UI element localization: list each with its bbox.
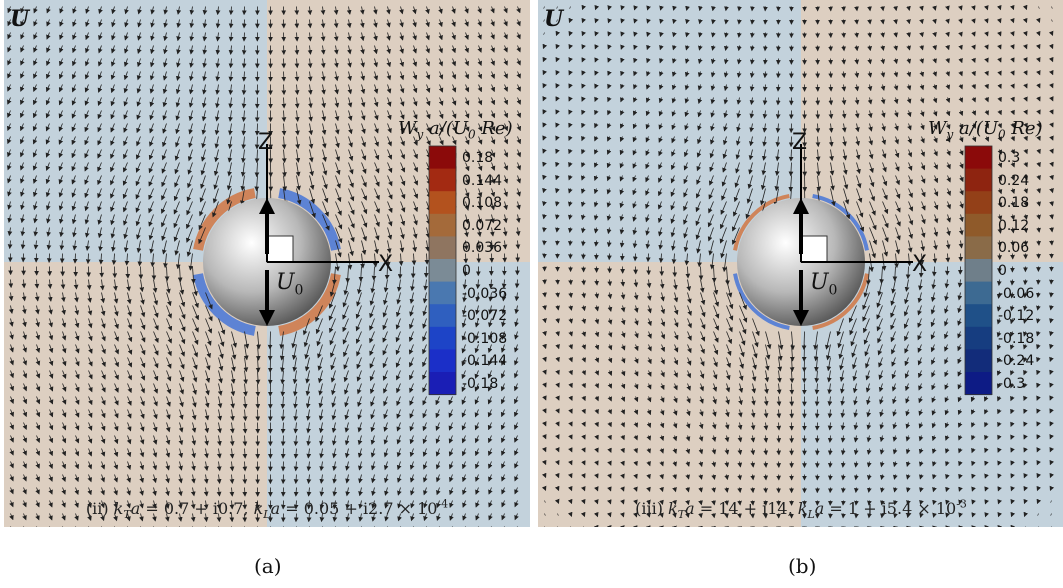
colorbar-tick-label: -0.18 [462, 376, 499, 392]
colorbar-segment [965, 326, 992, 350]
velocity-label-text: U0 [276, 270, 304, 299]
z-axis-label: Z [792, 130, 808, 155]
colorbar-tick-label: -0.24 [998, 353, 1035, 370]
colorbar-title: Wy a/(U0 Re) [398, 118, 513, 142]
colorbar-title-text: Wy a/(U0 Re) [928, 118, 1043, 142]
colorbar-segment [429, 304, 456, 328]
colorbar-tick-label: 0.06 [998, 240, 1030, 257]
colorbar-tick-label: -0.036 [462, 285, 508, 302]
colorbar-segment [965, 281, 992, 305]
colorbar [428, 145, 457, 396]
colorbar-segment [965, 191, 992, 215]
vector-field-label: U [10, 6, 30, 32]
colorbar-tick-label: 0.072 [462, 217, 503, 234]
colorbar-tick-label: 0.18 [462, 150, 494, 166]
colorbar-tick-label: -0.18 [998, 330, 1035, 347]
velocity-label-text: U0 [810, 270, 838, 299]
colorbar-segment [429, 281, 456, 305]
colorbar-tick-label: -0.06 [998, 285, 1035, 302]
inset-square [266, 235, 294, 263]
parameter-caption: (iii) kTa = 14 + i14, kLa = 1 + i5.4 × 1… [538, 497, 1063, 521]
figure-panel-b: U Wy a/(U0 Re) 0.3 0.24 0.18 0.12 0.06 0 -0.06… [538, 0, 1063, 527]
x-axis-label: X [378, 252, 394, 277]
colorbar-tick-label: 0.18 [998, 195, 1030, 212]
colorbar-tick-label: 0.24 [998, 172, 1030, 189]
figure-panel-a: U Wy a/(U0 Re) 0.18 0.144 0.108 0.072 0.036 0… [4, 0, 530, 527]
colorbar-segment [965, 146, 992, 170]
colorbar-segment [429, 372, 456, 396]
velocity-vectors [7, 6, 522, 527]
colorbar-tick-label: 0.108 [462, 195, 503, 212]
colorbar-segment [965, 349, 992, 373]
colorbar-tick-label: 0.036 [462, 240, 503, 257]
colorbar-segment [965, 372, 992, 396]
colorbar-title-text: Wy a/(U0 Re) [398, 118, 513, 142]
parameter-caption-text: (iii) kTa = 14 + i14, kLa = 1 + i5.4 × 1… [635, 497, 967, 521]
z-axis-label: Z [258, 130, 274, 155]
colorbar-tick-label: 0 [462, 263, 471, 279]
colorbar-tick-label: -0.108 [462, 330, 508, 347]
colorbar-tick-label: 0.12 [998, 217, 1030, 234]
inset-square [800, 235, 828, 263]
flow-field-plot-b [538, 0, 1063, 527]
colorbar-segment [429, 236, 456, 260]
colorbar-segment [429, 326, 456, 350]
colorbar-title: Wy a/(U0 Re) [928, 118, 1043, 142]
colorbar-segment [429, 191, 456, 215]
parameter-caption-text: (ii) kTa = 0.7 + i0.7, kLa = 0.05 + i2.7… [85, 497, 449, 521]
subfigure-label-b: (b) [788, 554, 817, 578]
velocity-label: U0 [810, 270, 837, 298]
colorbar-tick-label: -0.144 [462, 353, 508, 370]
parameter-caption: (ii) kTa = 0.7 + i0.7, kLa = 0.05 + i2.7… [4, 497, 530, 521]
colorbar-tick-label: 0.3 [998, 150, 1021, 166]
colorbar-segment [429, 213, 456, 237]
vector-field-label: U [544, 6, 564, 32]
colorbar-segment [965, 168, 992, 192]
flow-field-plot-a [4, 0, 530, 527]
subfigure-label-a: (a) [254, 554, 282, 578]
colorbar-tick-label: 0 [998, 263, 1007, 279]
colorbar [964, 145, 993, 396]
colorbar-segment [965, 304, 992, 328]
colorbar-segment [965, 213, 992, 237]
colorbar-segment [429, 168, 456, 192]
colorbar-tick-label: 0.144 [462, 172, 503, 189]
colorbar-tick-label: -0.12 [998, 308, 1035, 325]
colorbar-tick-label: -0.072 [462, 308, 508, 325]
x-axis-label: X [912, 252, 928, 277]
colorbar-tick-label: -0.3 [998, 376, 1026, 392]
colorbar-segment [429, 146, 456, 170]
colorbar-segment [429, 259, 456, 283]
colorbar-segment [965, 259, 992, 283]
velocity-label: U0 [276, 270, 303, 298]
colorbar-segment [965, 236, 992, 260]
colorbar-segment [429, 349, 456, 373]
velocity-vectors [541, 4, 1055, 527]
